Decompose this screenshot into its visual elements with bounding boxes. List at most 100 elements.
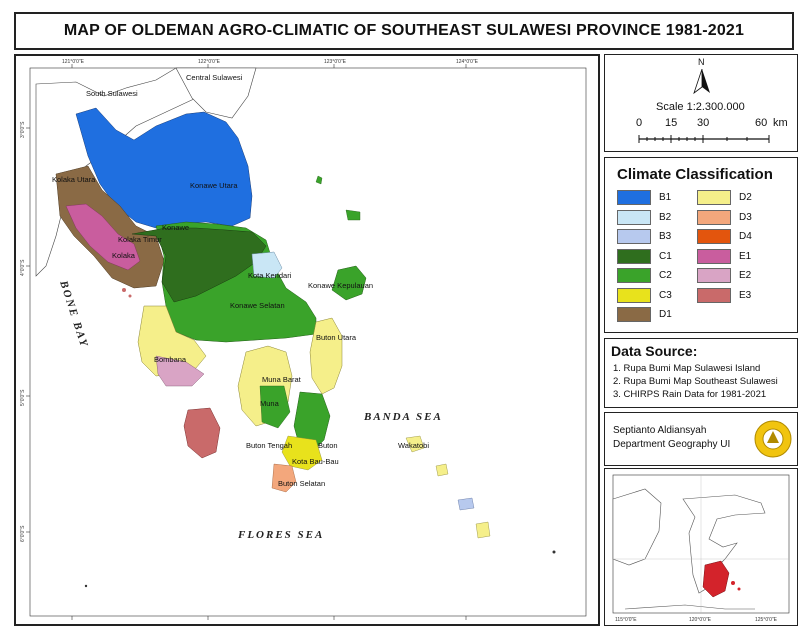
- legend-item-e2: E2: [697, 268, 751, 283]
- lat-tick-label: 4°0'0"S: [20, 259, 26, 276]
- legend-swatch: [697, 190, 731, 205]
- legend-swatch: [617, 229, 651, 244]
- central-sulawesi-landmass: [175, 67, 257, 119]
- banda-sea-label: BANDA SEA: [363, 411, 443, 423]
- place-label-muna-barat: Muna Barat: [262, 375, 302, 384]
- legend-label: C2: [659, 270, 672, 281]
- region-wakatobi-2: [435, 463, 449, 477]
- data-source-line-2: 2. Rupa Bumi Map Southeast Sulawesi: [613, 376, 778, 387]
- region-wakatobi-1: [405, 435, 425, 453]
- map-neatline: [29, 67, 587, 617]
- legend-label: E1: [739, 250, 752, 262]
- region-buton-utara: [309, 317, 343, 395]
- legend-swatch: [697, 287, 731, 303]
- legend-title: Climate Classification: [617, 166, 773, 183]
- legend-label: B2: [659, 211, 672, 223]
- place-label-kolaka-utara: Kolaka Utara: [52, 175, 96, 184]
- data-source-line-1: 1. Rupa Bumi Map Sulawesi Island: [613, 363, 761, 374]
- place-label-buton: Buton: [318, 441, 338, 450]
- place-label-konawe-utara: Konawe Utara: [190, 181, 238, 190]
- legend-swatch: [697, 268, 731, 283]
- place-label-kota-kendari: Kota Kendari: [248, 271, 292, 280]
- legend-label: E3: [739, 289, 752, 301]
- region-wakatobi-3: [457, 497, 475, 511]
- scale-label-60: 60: [755, 117, 768, 129]
- islet-dot: [552, 550, 556, 554]
- place-label-muna: Muna: [260, 399, 280, 408]
- legend-swatch: [617, 268, 651, 283]
- islet-dot: [128, 294, 132, 298]
- legend-item-c2: C2: [617, 268, 672, 283]
- university-logo-icon: [754, 420, 792, 458]
- scale-unit: km: [773, 117, 788, 129]
- inset-borneo: [612, 488, 662, 566]
- region-e1-kolaka: [65, 203, 141, 271]
- region-e3-kabaena: [183, 407, 221, 459]
- region-buton-c3: [281, 435, 323, 471]
- data-source-panel: Data Source: 1. Rupa Bumi Map Sulawesi I…: [604, 338, 798, 408]
- north-arrow-icon: [693, 69, 710, 95]
- legend-label: E2: [739, 270, 752, 281]
- region-c1-band: [131, 227, 267, 303]
- lat-tick-label: 3°0'0"S: [20, 121, 26, 138]
- islet-dot: [84, 584, 88, 588]
- author-name: Septianto Aldiansyah: [613, 425, 707, 436]
- legend-item-d1: D1: [617, 307, 672, 322]
- legend-item-e1: E1: [697, 248, 752, 264]
- place-labels: South Sulawesi Central Sulawesi Kolaka Uta…: [52, 73, 429, 488]
- place-label-south-sulawesi: South Sulawesi: [86, 89, 138, 98]
- legend-label: D1: [659, 309, 672, 320]
- place-label-konawe-selatan: Konawe Selatan: [230, 301, 285, 310]
- legend-item-b1: B1: [617, 190, 671, 205]
- inset-sulawesi: [682, 494, 766, 594]
- region-c2-wawonii: [331, 265, 367, 301]
- author-panel: Septianto Aldiansyah Department Geograph…: [604, 412, 798, 466]
- legend-label: D2: [739, 192, 752, 203]
- inset-lon-label: 125°0'0"E: [755, 617, 778, 623]
- region-buton-selatan: [271, 463, 297, 493]
- lon-tick-label: 123°0'0"E: [324, 59, 347, 65]
- scale-label-0: 0: [636, 117, 643, 129]
- islet-c2-a: [345, 209, 361, 221]
- map-title-box: MAP OF OLDEMAN AGRO-CLIMATIC OF SOUTHEAS…: [14, 12, 794, 50]
- legend-label: B3: [659, 231, 672, 242]
- legend-item-e3: E3: [697, 287, 752, 303]
- place-label-buton-tengah: Buton Tengah: [246, 441, 292, 450]
- place-label-central-sulawesi: Central Sulawesi: [186, 73, 243, 82]
- region-e2-bombana: [155, 355, 205, 387]
- lon-tick-label: 121°0'0"E: [62, 59, 85, 65]
- region-wakatobi-4: [475, 521, 491, 539]
- inset-lon-label: 120°0'0"E: [689, 617, 712, 623]
- inset-lesser-sunda: [624, 604, 755, 610]
- legend-label: D4: [739, 231, 752, 242]
- data-source-title: Data Source:: [611, 343, 698, 359]
- scale-label-15: 15: [665, 117, 678, 129]
- lat-tick-label: 5°0'0"S: [20, 389, 26, 406]
- legend-swatch: [617, 209, 651, 225]
- flores-sea-label: FLORES SEA: [237, 529, 324, 541]
- inset-southeast-sulawesi: [702, 560, 730, 598]
- place-label-buton-utara: Buton Utara: [316, 333, 357, 342]
- north-letter: N: [698, 57, 705, 67]
- inset-map-panel: 115°0'0"E 120°0'0"E 125°0'0"E: [604, 468, 798, 626]
- author-department: Department Geography UI: [613, 439, 731, 450]
- scale-label-30: 30: [697, 117, 710, 129]
- legend-item-d2: D2: [697, 190, 752, 205]
- inset-map: 115°0'0"E 120°0'0"E 125°0'0"E: [612, 474, 790, 623]
- place-label-buton-selatan: Buton Selatan: [278, 479, 325, 488]
- legend-swatch: [697, 209, 731, 225]
- place-label-kolaka-timur: Kolaka Timur: [118, 235, 162, 244]
- region-muna-c2: [259, 385, 291, 429]
- data-source-line-3: 3. CHIRPS Rain Data for 1981-2021: [613, 389, 767, 400]
- legend-label: C1: [659, 250, 672, 262]
- climate-legend: Climate Classification B1 B2 B3 C1 C2 C3 D1 D2 D…: [604, 157, 798, 333]
- islet-dot: [286, 298, 290, 302]
- legend-swatch: [617, 307, 651, 322]
- legend-swatch: [697, 229, 731, 244]
- inset-longitude-labels: 115°0'0"E 120°0'0"E 125°0'0"E: [615, 617, 778, 623]
- legend-swatch: [617, 287, 651, 303]
- north-scale-panel: N Scale 1:2.300.000 0 15 30 60 km: [604, 54, 798, 152]
- legend-item-b3: B3: [617, 229, 671, 244]
- legend-swatch: [697, 248, 731, 264]
- lat-tick-label: 6°0'0"S: [20, 525, 26, 542]
